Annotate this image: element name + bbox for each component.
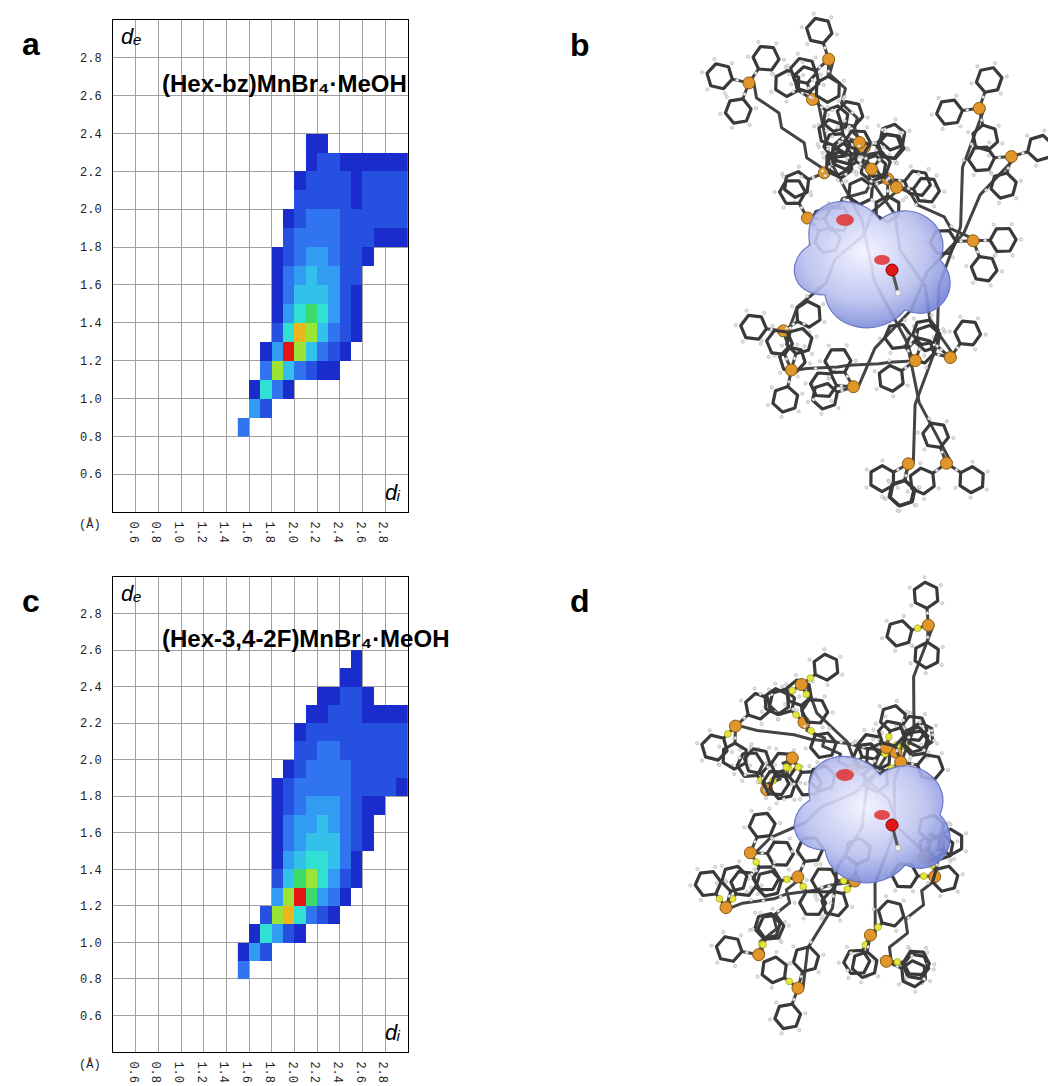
svg-text:2.0: 2.0 [285,521,299,543]
svg-text:dₑ: dₑ [121,581,142,606]
svg-text:2.6: 2.6 [80,644,102,658]
svg-text:(Å): (Å) [79,1057,101,1072]
svg-text:2.6: 2.6 [353,1061,367,1083]
svg-text:2.6: 2.6 [80,90,102,104]
svg-text:(Hex-bz)MnBr₄·MeOH: (Hex-bz)MnBr₄·MeOH [162,70,407,97]
svg-text:1.6: 1.6 [80,279,102,293]
svg-text:2.8: 2.8 [375,1061,389,1083]
svg-text:1.8: 1.8 [80,790,102,804]
svg-text:1.8: 1.8 [80,241,102,255]
svg-text:2.2: 2.2 [80,717,102,731]
svg-text:1.8: 1.8 [262,1061,276,1083]
svg-text:(Hex-3,4-2F)MnBr₄·MeOH: (Hex-3,4-2F)MnBr₄·MeOH [162,625,449,652]
svg-text:(Å): (Å) [79,517,101,532]
svg-text:0.6: 0.6 [80,468,102,482]
svg-text:1.4: 1.4 [216,1061,230,1083]
svg-text:1.0: 1.0 [80,937,102,951]
svg-text:0.8: 0.8 [80,973,102,987]
svg-text:0.6: 0.6 [126,1061,140,1083]
svg-text:dₑ: dₑ [121,24,142,49]
svg-text:2.4: 2.4 [80,681,102,695]
svg-text:2.0: 2.0 [80,754,102,768]
svg-text:1.0: 1.0 [171,521,185,543]
svg-text:2.6: 2.6 [353,521,367,543]
svg-text:1.4: 1.4 [216,521,230,543]
svg-text:0.6: 0.6 [80,1010,102,1024]
svg-text:2.0: 2.0 [80,203,102,217]
svg-text:1.2: 1.2 [80,355,102,369]
svg-text:0.8: 0.8 [148,1061,162,1083]
svg-text:1.4: 1.4 [80,864,102,878]
svg-text:2.0: 2.0 [285,1061,299,1083]
svg-text:0.6: 0.6 [126,521,140,543]
svg-text:1.6: 1.6 [239,1061,253,1083]
svg-text:2.8: 2.8 [375,521,389,543]
svg-text:2.4: 2.4 [330,1061,344,1083]
svg-text:2.4: 2.4 [80,128,102,142]
svg-text:2.4: 2.4 [330,521,344,543]
svg-text:1.0: 1.0 [80,393,102,407]
svg-text:2.2: 2.2 [307,1061,321,1083]
svg-text:1.6: 1.6 [80,827,102,841]
svg-text:1.2: 1.2 [194,1061,208,1083]
svg-text:1.2: 1.2 [80,900,102,914]
svg-text:2.8: 2.8 [80,608,102,622]
svg-text:1.2: 1.2 [194,521,208,543]
svg-text:a: a [22,26,40,62]
svg-text:1.8: 1.8 [262,521,276,543]
svg-text:1.4: 1.4 [80,317,102,331]
svg-text:c: c [22,583,40,619]
svg-text:0.8: 0.8 [80,431,102,445]
svg-text:2.2: 2.2 [80,166,102,180]
svg-text:1.6: 1.6 [239,521,253,543]
svg-text:1.0: 1.0 [171,1061,185,1083]
svg-text:dᵢ: dᵢ [385,1020,400,1045]
svg-text:b: b [570,27,590,63]
svg-text:d: d [570,583,590,619]
svg-text:dᵢ: dᵢ [385,480,400,505]
svg-text:2.8: 2.8 [80,52,102,66]
svg-text:0.8: 0.8 [148,521,162,543]
svg-text:2.2: 2.2 [307,521,321,543]
